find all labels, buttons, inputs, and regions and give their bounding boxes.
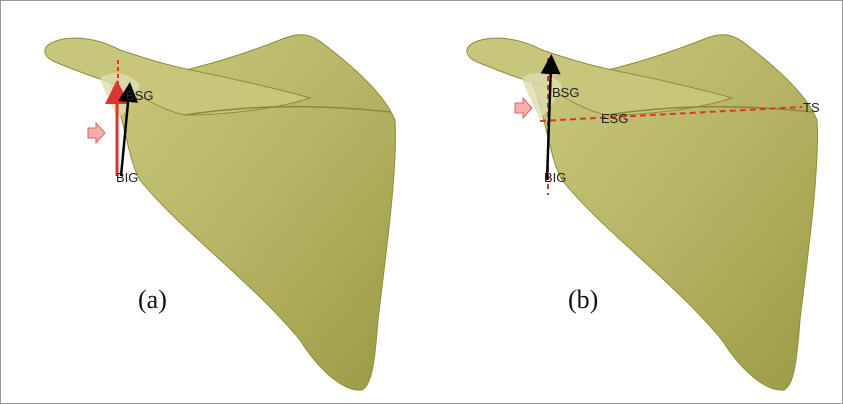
annotation: BIG bbox=[544, 170, 566, 185]
panel-b: BSG ESG TS BIG (b) bbox=[467, 35, 820, 390]
figure: BSG BIG (a) BSG ESG TS BIG (b) bbox=[0, 0, 843, 404]
panel-a: BSG BIG (a) bbox=[45, 35, 396, 390]
annotation: TS bbox=[803, 100, 820, 115]
annotation: BSG bbox=[126, 88, 153, 103]
panel-label: (a) bbox=[138, 285, 167, 314]
scapula bbox=[45, 35, 396, 390]
scapula bbox=[467, 35, 818, 390]
panel-label: (b) bbox=[568, 285, 598, 314]
annotation: BIG bbox=[116, 170, 138, 185]
annotation: BSG bbox=[552, 85, 579, 100]
annotation: ESG bbox=[601, 111, 628, 126]
